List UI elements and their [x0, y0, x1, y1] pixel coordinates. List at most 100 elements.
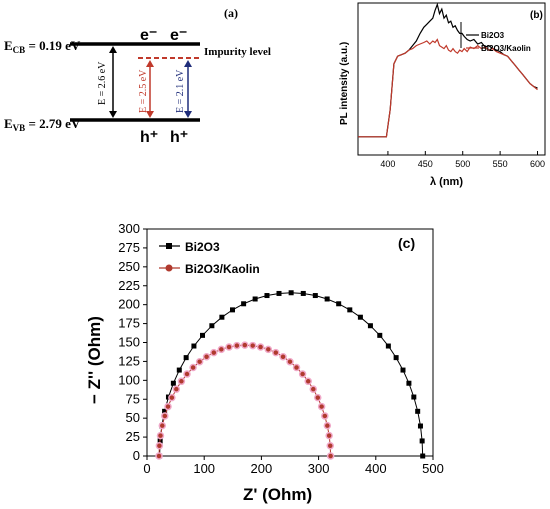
nyquist-series-2-point — [314, 393, 322, 402]
nyquist-series-2-point — [183, 370, 191, 378]
electron-label-2: e⁻ — [170, 27, 187, 44]
panel-b-x-tick-label: 550 — [493, 159, 508, 169]
nyquist-series-1-point — [252, 296, 258, 302]
nyquist-series-1-line — [159, 292, 424, 457]
legend-b-label-1: Bi2O3 — [481, 31, 505, 40]
hole-label-1: h⁺ — [140, 129, 158, 146]
nyquist-series-2-point — [309, 385, 318, 393]
nyquist-series-1-point — [393, 355, 399, 361]
nyquist-series-1-point — [347, 307, 353, 313]
panel-c-ylabel: − Z'' (Ohm) — [85, 316, 104, 404]
nyquist-series-2-point — [304, 377, 312, 386]
nyquist-series-1-point — [300, 290, 306, 296]
hole-label-2: h⁺ — [170, 129, 188, 146]
nyquist-series-2-point — [217, 345, 226, 354]
panel-c-y-tick-label: 25 — [126, 429, 140, 444]
nyquist-series-1-point — [219, 314, 225, 320]
panel-b-series — [358, 2, 538, 138]
gap-label-3: E = 2.1 eV — [175, 69, 186, 113]
panel-c-y-tick-label: 50 — [126, 410, 140, 425]
nyquist-series-2-point — [189, 363, 197, 372]
nyquist-series-2-point — [264, 345, 273, 354]
nyquist-series-2-point — [164, 402, 172, 411]
nyquist-series-1-point — [420, 453, 426, 459]
panel-c-y-tick-label: 150 — [118, 335, 140, 350]
nyquist-series-2-point — [317, 402, 326, 411]
legend-c-marker-2 — [165, 264, 173, 272]
gap-arrow-3: E = 2.1 eV — [175, 60, 192, 118]
nyquist-series-2-point — [298, 370, 307, 378]
nyquist-series-1-point — [176, 367, 182, 373]
ecb-label: ECB = 0.19 eV — [4, 38, 81, 55]
nyquist-series-2-point — [256, 343, 265, 351]
nyquist-series-1-point — [312, 293, 318, 299]
nyquist-series-2-point — [326, 452, 335, 460]
panel-c-x-tick-label: 100 — [193, 461, 215, 476]
nyquist-series-1-point — [417, 423, 423, 429]
panel-c-x-tick-label: 500 — [422, 461, 444, 476]
panel-b-xlabel: λ (nm) — [430, 176, 463, 188]
nyquist-series-1-point — [415, 408, 421, 414]
panel-c-y-tick-label: 0 — [133, 448, 140, 463]
panel-b-x-tick-label: 450 — [418, 159, 433, 169]
electron-label-1: e⁻ — [140, 27, 157, 44]
panel-c-legend: Bi2O3 Bi2O3/Kaolin — [159, 240, 260, 276]
panel-c-y-tick-label: 75 — [126, 391, 140, 406]
gap-arrow-2: E = 2.5 eV — [138, 60, 154, 118]
nyquist-series-2-point — [168, 393, 176, 402]
nyquist-series-1-point — [419, 438, 425, 444]
nyquist-series-1-point — [209, 323, 215, 329]
impurity-level-label: Impurity level — [204, 46, 271, 58]
nyquist-series-2-point — [241, 341, 249, 349]
nyquist-series-2-point — [248, 341, 257, 350]
nyquist-series-1-point — [377, 332, 383, 338]
panel-c-tag: (c) — [398, 235, 415, 251]
nyquist-series-2-point — [161, 412, 169, 420]
panel-b-legend: Bi2O3 Bi2O3/Kaolin — [460, 22, 531, 53]
panel-c-xlabel: Z' (Ohm) — [243, 485, 312, 504]
panel-b-tag: (b) — [530, 10, 543, 21]
panel-c-x-tick-label: 300 — [308, 461, 330, 476]
nyquist-series-2-point — [210, 348, 218, 357]
gap-label-2: E = 2.5 eV — [138, 69, 149, 113]
evb-label: EVB = 2.79 eV — [4, 116, 81, 133]
nyquist-series-2-point — [202, 352, 211, 361]
gap-label-1: E = 2.6 eV — [97, 61, 108, 105]
panel-c-ticks: 0 100 200 300 400 500 0 25 50 75 100 125 150 175 200 22… — [118, 221, 444, 476]
nyquist-series-1-point — [400, 367, 406, 373]
nyquist-series-2-point — [325, 431, 333, 440]
nyquist-series-1-point — [241, 301, 247, 307]
panel-c-y-tick-label: 225 — [118, 278, 140, 293]
nyquist-series-2-point — [323, 421, 332, 430]
nyquist-series-1-point — [264, 293, 270, 299]
nyquist-series-2-point — [177, 377, 186, 386]
pl-series-1-line — [358, 2, 538, 138]
panel-b-x-ticks: 400 450 500 550 600 — [380, 151, 545, 169]
nyquist-series-1-point — [183, 355, 189, 361]
nyquist-series-1-point — [230, 307, 236, 313]
panel-b-pl-spectrum: (b) PL intensity (a.u.) λ (nm) 400 450 500… — [339, 2, 546, 188]
panel-a-band-diagram: (a) ECB = 0.19 eV e⁻ e⁻ Impurity level E… — [4, 6, 271, 146]
panel-b-frame — [357, 2, 546, 156]
nyquist-series-2-point — [233, 341, 241, 350]
panel-c-y-tick-label: 300 — [118, 221, 140, 236]
nyquist-series-1-point — [357, 314, 363, 320]
nyquist-series-2-point — [286, 357, 294, 366]
panel-b-x-tick-label: 400 — [380, 159, 395, 169]
gap-arrow-1: E = 2.6 eV — [97, 46, 117, 118]
panel-c-y-tick-label: 125 — [118, 353, 140, 368]
nyquist-series-1-point — [411, 394, 417, 400]
panel-c-y-tick-label: 200 — [118, 297, 140, 312]
panel-c-y-tick-label: 175 — [118, 316, 140, 331]
nyquist-series-1-point — [191, 343, 197, 349]
nyquist-series-2-point — [155, 442, 164, 450]
nyquist-series-1-point — [385, 343, 391, 349]
nyquist-series-1-point — [336, 301, 342, 307]
nyquist-series-1-point — [170, 380, 176, 386]
panel-c-x-tick-label: 400 — [365, 461, 387, 476]
nyquist-series-2-point — [195, 357, 204, 366]
panel-b-x-tick-label: 600 — [530, 159, 545, 169]
nyquist-series-2-point — [326, 442, 334, 450]
panel-c-x-tick-label: 0 — [143, 461, 150, 476]
